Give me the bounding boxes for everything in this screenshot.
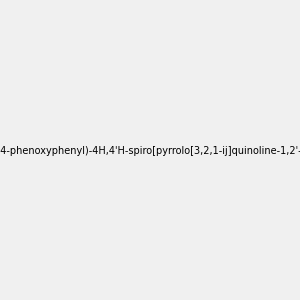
- Text: 4,4,5',6,8-pentamethyl-3'-(4-phenoxyphenyl)-4H,4'H-spiro[pyrrolo[3,2,1-ij]quinol: 4,4,5',6,8-pentamethyl-3'-(4-phenoxyphen…: [0, 146, 300, 157]
